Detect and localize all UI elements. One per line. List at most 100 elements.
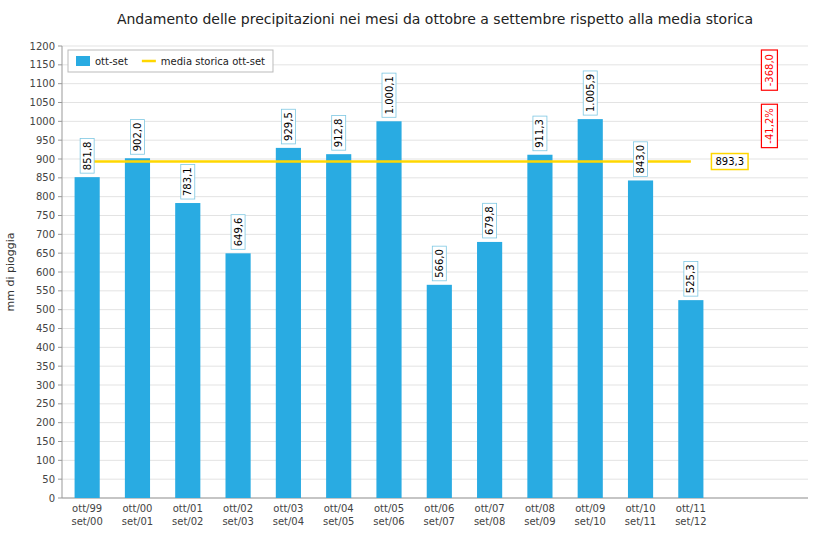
legend: ott-setmedia storica ott-set bbox=[68, 50, 273, 72]
label-box bbox=[432, 246, 446, 281]
tick-mark bbox=[58, 64, 62, 65]
tick-mark bbox=[58, 479, 62, 480]
tick-mark bbox=[58, 215, 62, 216]
label-box bbox=[332, 116, 346, 151]
bar bbox=[226, 253, 251, 498]
data-label-group: 566,0 bbox=[432, 246, 446, 281]
category-label: ott/11set/12 bbox=[675, 503, 706, 527]
tick-mark bbox=[58, 140, 62, 141]
bar bbox=[276, 148, 301, 498]
data-labels: 851,8902,0783,1649,6929,5912,81.000,1566… bbox=[80, 71, 698, 296]
data-label: 851,8 bbox=[82, 142, 93, 171]
tick-mark bbox=[58, 234, 62, 235]
tick-label: 750 bbox=[36, 210, 55, 221]
data-label-group: 911,3 bbox=[533, 116, 547, 151]
bar bbox=[678, 300, 703, 498]
tick-mark bbox=[58, 385, 62, 386]
tick-label: 150 bbox=[36, 436, 55, 447]
tick-mark bbox=[58, 498, 62, 499]
category-label: ott/00set/01 bbox=[122, 503, 153, 527]
bar bbox=[125, 158, 150, 498]
grid-line bbox=[62, 121, 808, 122]
label-box bbox=[130, 120, 144, 155]
data-label: 679,8 bbox=[484, 206, 495, 235]
tick-label: 650 bbox=[36, 248, 55, 259]
axis-label: mm di pioggia bbox=[4, 233, 17, 312]
tick-label: 250 bbox=[36, 398, 55, 409]
tick-label: 1000 bbox=[30, 116, 55, 127]
data-label: 902,0 bbox=[132, 123, 143, 152]
annotations: 893,3-368,0-41,2% bbox=[711, 50, 777, 170]
grid-line bbox=[62, 159, 808, 160]
tick-mark bbox=[58, 83, 62, 84]
tick-label: 200 bbox=[36, 417, 55, 428]
line bbox=[87, 160, 691, 163]
data-label: 783,1 bbox=[182, 167, 193, 196]
tick-mark bbox=[58, 253, 62, 254]
tick-label: 1100 bbox=[30, 78, 55, 89]
data-label-group: 649,6 bbox=[231, 215, 245, 250]
data-label-group: 679,8 bbox=[483, 203, 497, 238]
chart: Andamento delle precipitazioni nei mesi … bbox=[0, 0, 822, 542]
annotation-group: 893,3 bbox=[711, 154, 748, 170]
tick-mark bbox=[58, 403, 62, 404]
tick-label: 300 bbox=[36, 380, 55, 391]
label-box bbox=[181, 164, 195, 199]
annotation: 893,3 bbox=[715, 156, 744, 167]
bar bbox=[175, 203, 200, 498]
data-label-group: 843,0 bbox=[634, 142, 648, 177]
annotation-box bbox=[761, 50, 777, 90]
legend-frame bbox=[68, 50, 273, 72]
data-label-group: 851,8 bbox=[80, 139, 94, 174]
tick-label: 850 bbox=[36, 172, 55, 183]
tick-mark bbox=[58, 422, 62, 423]
tick-mark bbox=[58, 102, 62, 103]
bar bbox=[326, 154, 351, 498]
grid-line bbox=[62, 46, 808, 47]
data-label-group: 1.005,9 bbox=[583, 71, 597, 115]
tick-label: 50 bbox=[42, 474, 55, 485]
annotation-box bbox=[761, 104, 777, 147]
category-label: ott/10set/11 bbox=[625, 503, 656, 527]
bar bbox=[477, 242, 502, 498]
grid-line bbox=[62, 234, 808, 235]
category-label: ott/01set/02 bbox=[172, 503, 203, 527]
tick-label: 0 bbox=[49, 493, 55, 504]
label-box bbox=[231, 215, 245, 250]
annotation-box bbox=[711, 154, 748, 170]
tick-label: 1150 bbox=[30, 59, 55, 70]
bar bbox=[427, 285, 452, 498]
tick-label: 800 bbox=[36, 191, 55, 202]
grid bbox=[62, 46, 808, 498]
bar bbox=[578, 119, 603, 498]
tick-mark bbox=[58, 309, 62, 310]
tick-label: 900 bbox=[36, 154, 55, 165]
data-label-group: 902,0 bbox=[130, 120, 144, 155]
tick-mark bbox=[58, 290, 62, 291]
category-label: ott/02set/03 bbox=[222, 503, 253, 527]
tick-mark bbox=[58, 272, 62, 273]
tick-label: 1050 bbox=[30, 97, 55, 108]
tick-label: 700 bbox=[36, 229, 55, 240]
label-box bbox=[382, 73, 396, 117]
data-label: 912,8 bbox=[333, 119, 344, 148]
bar bbox=[628, 180, 653, 498]
category-label: ott/03set/04 bbox=[273, 503, 304, 527]
bar bbox=[376, 121, 401, 498]
tick-mark bbox=[58, 441, 62, 442]
category-label: ott/08set/09 bbox=[524, 503, 555, 527]
tick-mark bbox=[58, 460, 62, 461]
label-box bbox=[281, 109, 295, 144]
category-label: ott/07set/08 bbox=[474, 503, 505, 527]
legend-swatch bbox=[142, 60, 156, 63]
label-box bbox=[483, 203, 497, 238]
data-label: 911,3 bbox=[534, 119, 545, 148]
label-box bbox=[684, 261, 698, 296]
data-label-group: 525,3 bbox=[684, 261, 698, 296]
label-box bbox=[533, 116, 547, 151]
data-label: 525,3 bbox=[685, 264, 696, 293]
tick-label: 350 bbox=[36, 361, 55, 372]
category-label: ott/09set/10 bbox=[575, 503, 606, 527]
tick-label: 1200 bbox=[30, 41, 55, 52]
label-box bbox=[634, 142, 648, 177]
